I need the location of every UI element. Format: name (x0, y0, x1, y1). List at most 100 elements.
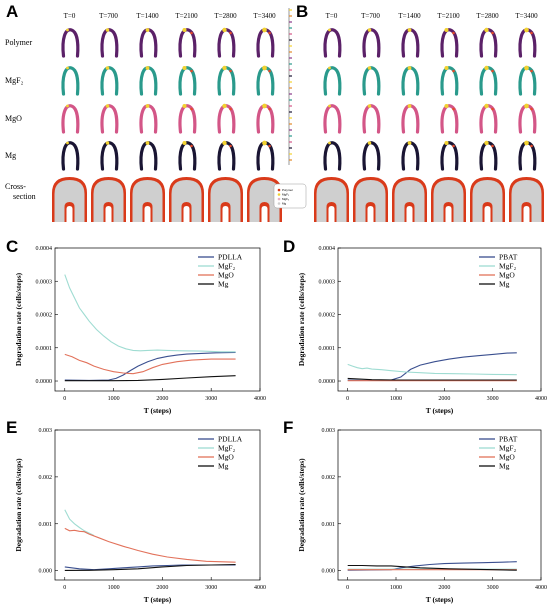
cross-section-lumen (445, 206, 452, 222)
series-line (347, 377, 517, 381)
legend-label: Mg (218, 462, 229, 471)
degradation-spot (262, 103, 267, 109)
legend-label: MgO (218, 453, 234, 462)
x-tick-label: 0 (63, 585, 66, 591)
row-label-cross-section: section (13, 192, 36, 201)
degradation-spot (367, 104, 372, 108)
arc-snapshot (479, 28, 498, 58)
legend-box-label: Polymer (282, 188, 293, 192)
cross-section-core (249, 180, 280, 222)
plot-frame (54, 247, 261, 392)
degradation-spot (66, 104, 69, 108)
arc-snapshot (178, 66, 197, 96)
row-label: MgO (5, 114, 22, 123)
degradation-spot (222, 27, 227, 33)
cross-section-core (210, 180, 241, 222)
cross-section-lumen (66, 206, 73, 222)
grid-a-time-label: T=0 (64, 12, 76, 20)
degradation-spot (491, 31, 494, 35)
x-axis-label: T (steps) (144, 595, 172, 604)
series-line (347, 363, 517, 376)
cross-section-lumen (367, 206, 374, 222)
legend-box-label: MgF₃ (282, 197, 290, 201)
snapshot-grid-a: T=0 T=700 T=1400 T=2100 T=2800 T=3400 Polymer M… (5, 12, 282, 222)
series-line (64, 274, 236, 353)
row-label: Mg (5, 151, 16, 160)
degradation-spot (190, 31, 193, 35)
arc-snapshot (362, 141, 381, 171)
arc-snapshot (401, 28, 420, 58)
degradation-spot (328, 66, 331, 70)
degradation-spot (66, 28, 69, 32)
arc-snapshot (178, 141, 197, 171)
y-tick-label: 0.0002 (319, 313, 336, 319)
cross-section-lumen (523, 206, 530, 222)
arc-snapshot (100, 104, 119, 134)
arc-snapshot (217, 104, 236, 134)
x-tick-label: 1000 (390, 585, 402, 591)
legend-label: MgF₂ (499, 262, 517, 271)
degradation-spot (229, 107, 232, 111)
degradation-spot (145, 141, 150, 145)
degradation-spot (105, 104, 110, 108)
degradation-spot (182, 103, 187, 109)
arc-snapshot (518, 28, 537, 58)
degradation-spot (407, 141, 412, 145)
series-line (64, 509, 95, 536)
arc-snapshot (440, 66, 459, 96)
degradation-spot (530, 69, 533, 73)
arc-snapshot (256, 28, 275, 58)
degradation-spot (229, 144, 232, 148)
degradation-spot (524, 103, 529, 109)
series-line (64, 375, 236, 382)
x-tick-label: 1000 (108, 396, 120, 402)
arc-snapshot (401, 141, 420, 171)
arc-snapshot (217, 66, 236, 96)
cross-section-lumen (328, 206, 335, 222)
degradation-spot (229, 31, 232, 35)
degradation-spot (367, 141, 372, 145)
y-tick-label: 0.003 (322, 428, 336, 434)
x-tick-label: 4000 (254, 585, 266, 591)
legend-label: PBAT (499, 253, 518, 262)
x-axis-label: T (steps) (426, 595, 454, 604)
legend-label: MgF₂ (218, 262, 236, 271)
degradation-spot (182, 140, 187, 146)
legend-label: MgO (218, 271, 234, 280)
cross-section-core (511, 180, 542, 222)
series-line (347, 352, 517, 381)
degradation-spot (444, 140, 449, 146)
degradation-spot (190, 107, 193, 111)
degradation-spot (182, 27, 187, 33)
cross-section-lumen (406, 206, 413, 222)
series-line (64, 351, 236, 381)
chart-c-degradation-rate: 0 1000 2000 3000 4000 0.0000 0.0001 0.0002 0.000… (14, 246, 266, 415)
grid-b-time-label: T=2100 (437, 12, 460, 20)
y-tick-label: 0.000 (322, 569, 336, 575)
degradation-spot (407, 104, 412, 108)
degradation-spot (444, 103, 449, 109)
degradation-spot (524, 27, 529, 33)
cross-section-lumen (222, 206, 229, 222)
degradation-spot (182, 65, 187, 71)
grid-b-time-label: T=2800 (476, 12, 499, 20)
cross-section-core (394, 180, 425, 222)
x-tick-label: 0 (346, 396, 349, 402)
arc-snapshot (139, 141, 158, 171)
degradation-spot (452, 107, 455, 111)
y-tick-label: 0.0001 (36, 346, 53, 352)
y-axis-label: Degradation rate (cells/steps) (14, 458, 23, 552)
x-tick-label: 4000 (535, 396, 547, 402)
degradation-spot (444, 27, 449, 33)
arc-snapshot (479, 141, 498, 171)
grid-a-time-label: T=3400 (253, 12, 276, 20)
legend-label: PDLLA (218, 435, 243, 444)
arc-snapshot (100, 66, 119, 96)
x-tick-label: 1000 (108, 585, 120, 591)
arc-snapshot (440, 141, 459, 171)
arc-snapshot (518, 66, 537, 96)
arc-snapshot (100, 141, 119, 171)
degradation-spot (367, 28, 372, 32)
degradation-spot (491, 69, 494, 73)
